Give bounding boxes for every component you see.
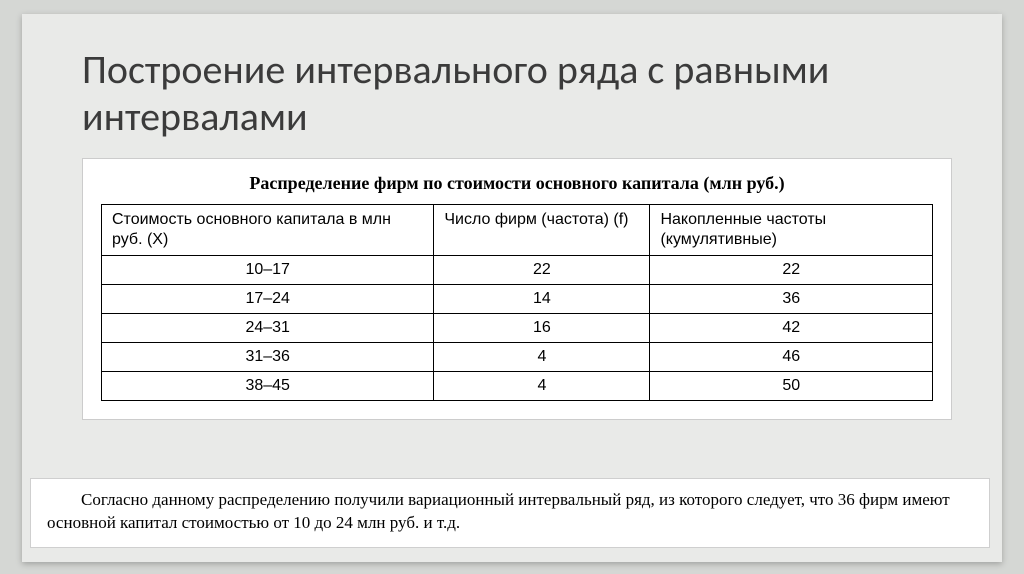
cell-x: 17–24: [102, 285, 434, 314]
col-header-f: Число фирм (частота) (f): [434, 205, 650, 256]
cell-cum: 46: [650, 343, 933, 372]
slide-title: Построение интервального ряда с равными …: [82, 46, 962, 140]
table-panel: Распределение фирм по стоимости основног…: [82, 158, 952, 420]
cell-f: 22: [434, 256, 650, 285]
table-row: 17–24 14 36: [102, 285, 933, 314]
cell-x: 24–31: [102, 314, 434, 343]
note-text: Согласно данному распределению получили …: [47, 489, 973, 535]
cell-cum: 50: [650, 372, 933, 401]
data-table: Стоимость основного капитала в млн руб. …: [101, 204, 933, 401]
col-header-cum: Накопленные частоты (кумулятивные): [650, 205, 933, 256]
table-caption: Распределение фирм по стоимости основног…: [101, 173, 933, 194]
cell-x: 10–17: [102, 256, 434, 285]
cell-f: 14: [434, 285, 650, 314]
cell-x: 31–36: [102, 343, 434, 372]
table-row: 24–31 16 42: [102, 314, 933, 343]
table-row: 31–36 4 46: [102, 343, 933, 372]
cell-cum: 42: [650, 314, 933, 343]
table-row: 10–17 22 22: [102, 256, 933, 285]
cell-f: 4: [434, 372, 650, 401]
cell-x: 38–45: [102, 372, 434, 401]
note-panel: Согласно данному распределению получили …: [30, 478, 990, 548]
cell-f: 16: [434, 314, 650, 343]
cell-f: 4: [434, 343, 650, 372]
cell-cum: 36: [650, 285, 933, 314]
table-row: 38–45 4 50: [102, 372, 933, 401]
slide: Построение интервального ряда с равными …: [22, 14, 1002, 562]
table-header-row: Стоимость основного капитала в млн руб. …: [102, 205, 933, 256]
cell-cum: 22: [650, 256, 933, 285]
col-header-x: Стоимость основного капитала в млн руб. …: [102, 205, 434, 256]
